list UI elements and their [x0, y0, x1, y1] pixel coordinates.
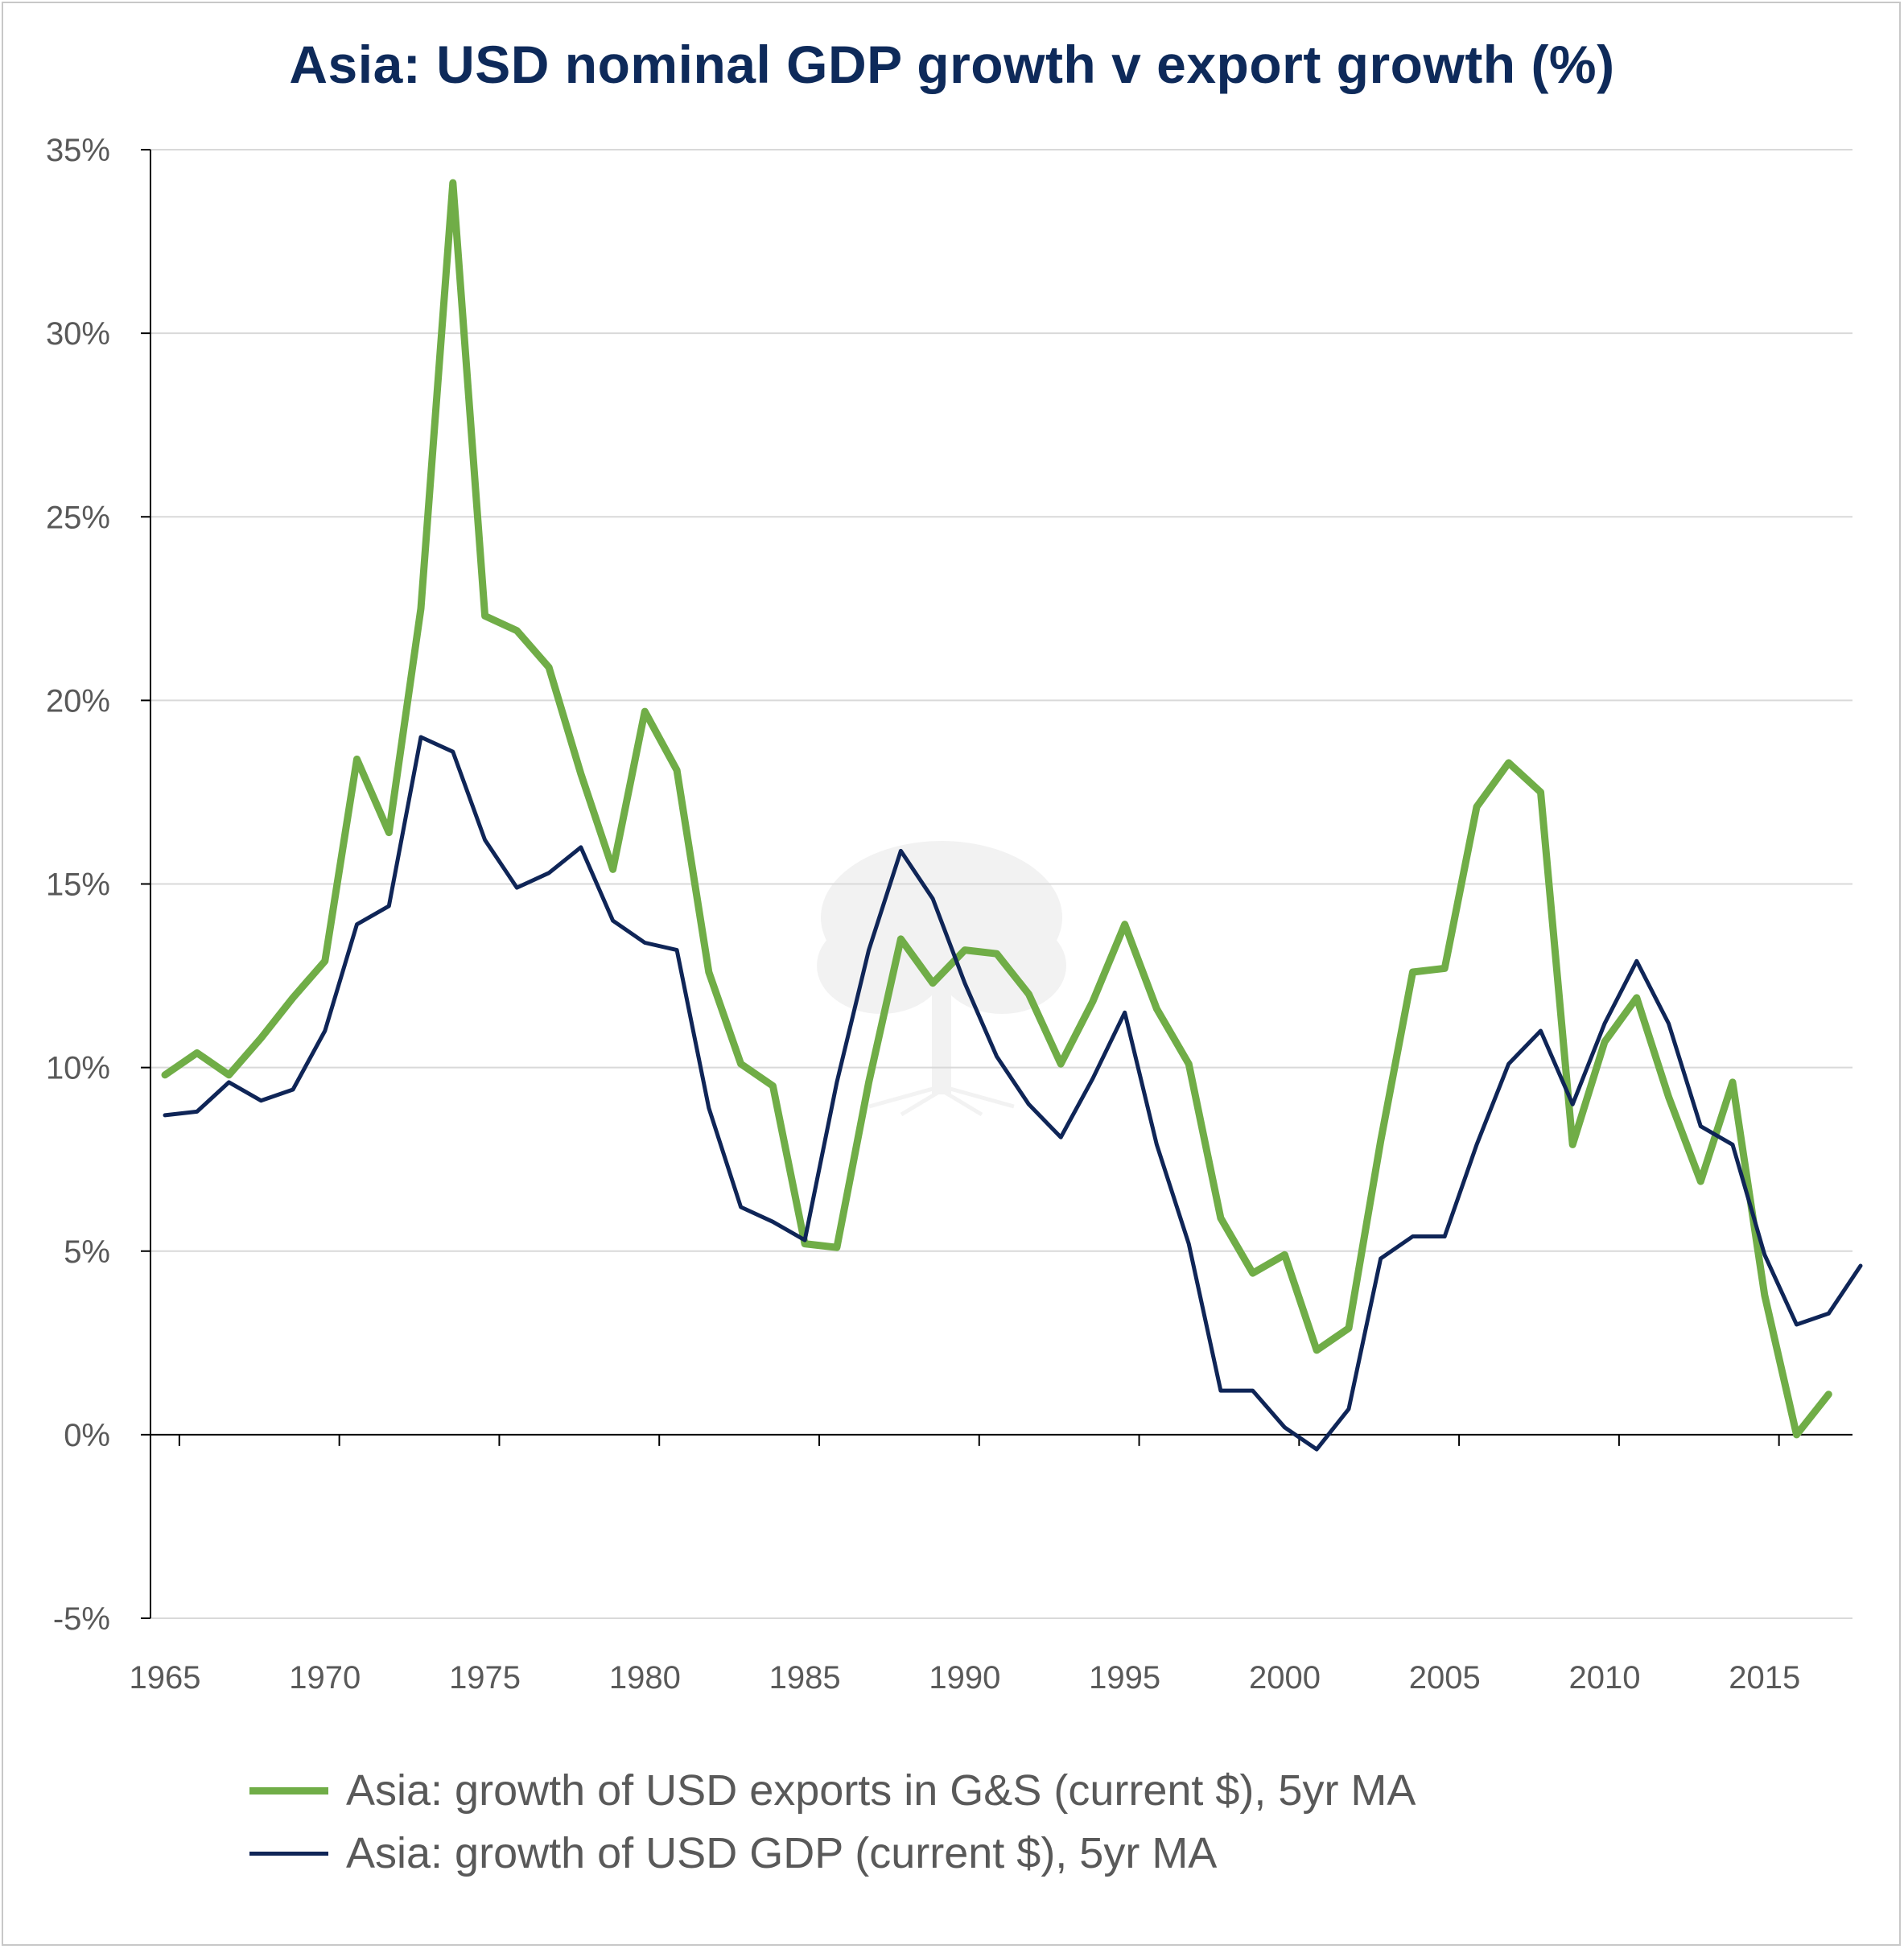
x-axis-tick-labels: 1965 1970 1975 1980 1985 1990 1995 2000 2005 2010… [130, 1660, 1801, 1696]
series-line-exports [161, 179, 1832, 1439]
y-tick-label: 30% [46, 316, 110, 352]
y-tick-label: 5% [64, 1234, 110, 1270]
legend-item-exports: Asia: growth of USD exports in G&S (curr… [249, 1759, 1416, 1822]
x-tick-label: 2005 [1409, 1660, 1481, 1696]
legend-swatch-gdp [249, 1851, 328, 1856]
x-tick-label: 1970 [289, 1660, 361, 1696]
x-tick-label: 1995 [1089, 1660, 1160, 1696]
x-tick-label: 1980 [609, 1660, 681, 1696]
legend-item-gdp: Asia: growth of USD GDP (current $), 5yr… [249, 1822, 1416, 1885]
legend-label-gdp: Asia: growth of USD GDP (current $), 5yr… [346, 1829, 1218, 1877]
series-line-gdp [163, 735, 1863, 1452]
y-axis-tick-labels: -5% 0% 5% 10% 15% 20% 25% 30% 35% [46, 133, 110, 1637]
chart-title: Asia: USD nominal GDP growth v export gr… [289, 35, 1615, 94]
y-tick-label: 15% [46, 867, 110, 903]
grid-lines [150, 149, 1852, 1619]
y-tick-label: 20% [46, 683, 110, 719]
x-tick-label: 2015 [1729, 1660, 1800, 1696]
x-tick-label: 1975 [449, 1660, 521, 1696]
legend-label-exports: Asia: growth of USD exports in G&S (curr… [346, 1766, 1416, 1815]
x-tick-label: 2010 [1569, 1660, 1641, 1696]
legend-swatch-exports [249, 1786, 328, 1794]
x-tick-label: 1990 [929, 1660, 1000, 1696]
y-tick-label: 10% [46, 1051, 110, 1086]
series-lines [161, 179, 1863, 1452]
y-tick-label: -5% [53, 1601, 110, 1637]
y-tick-label: 0% [64, 1418, 110, 1453]
x-tick-label: 2000 [1249, 1660, 1321, 1696]
x-tick-label: 1985 [769, 1660, 841, 1696]
legend: Asia: growth of USD exports in G&S (curr… [249, 1759, 1416, 1885]
y-tick-label: 25% [46, 500, 110, 535]
x-tick-label: 1965 [130, 1660, 201, 1696]
y-tick-label: 35% [46, 133, 110, 168]
axes [141, 149, 1852, 1619]
